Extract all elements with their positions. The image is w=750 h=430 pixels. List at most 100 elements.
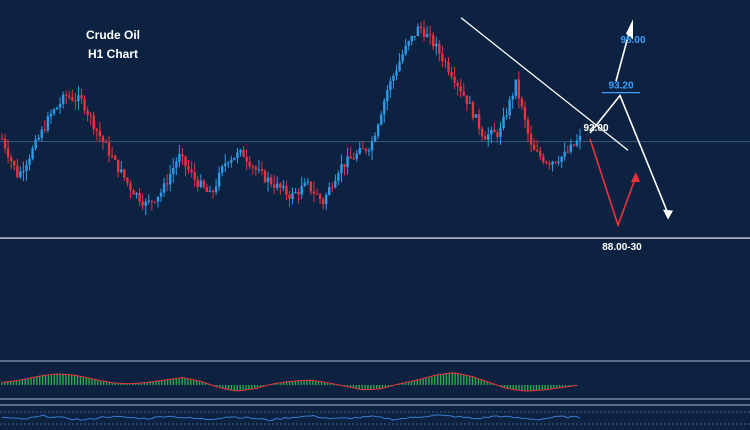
candle-body xyxy=(37,137,40,140)
candle-body xyxy=(138,193,141,202)
candle-body xyxy=(575,140,579,146)
candle-body xyxy=(153,201,157,203)
candle-body xyxy=(343,164,346,168)
candle-body xyxy=(312,191,316,194)
candle-body xyxy=(493,129,496,133)
candle-body xyxy=(211,190,215,193)
candle-body xyxy=(349,156,352,159)
candle-body xyxy=(520,98,524,107)
forecast-main-arrowhead xyxy=(663,209,673,220)
candle-body xyxy=(468,102,472,104)
candle-body xyxy=(511,95,514,100)
candle-body xyxy=(352,158,355,160)
candle-body xyxy=(578,135,582,141)
candle-body xyxy=(266,177,270,182)
candle-body xyxy=(25,164,28,172)
candle-body xyxy=(126,177,129,183)
candle-body xyxy=(294,191,297,193)
candle-body xyxy=(22,171,25,173)
level-label-93-20: 93.20 xyxy=(608,81,633,92)
candle-body xyxy=(31,148,34,159)
candle-body xyxy=(214,186,218,193)
candle-body xyxy=(65,94,68,96)
candle-body xyxy=(364,148,368,151)
candle-body xyxy=(367,150,371,152)
candle-body xyxy=(407,41,410,46)
forecast-path-alt xyxy=(589,138,636,228)
candle-body xyxy=(539,151,542,157)
candle-body xyxy=(98,130,102,137)
candle-body xyxy=(447,61,450,72)
candle-body xyxy=(441,53,444,61)
candle-body xyxy=(141,201,144,206)
candle-body xyxy=(477,114,481,129)
candle-body xyxy=(328,187,331,195)
candle-body xyxy=(6,148,10,158)
forecast-alt-arrowhead xyxy=(631,172,640,183)
candle-body xyxy=(46,116,50,131)
candle-body xyxy=(514,79,517,96)
candle-body xyxy=(425,33,429,38)
candle-body xyxy=(542,156,545,163)
candle-body xyxy=(224,163,227,167)
candle-body xyxy=(392,75,395,81)
candle-body xyxy=(190,169,193,173)
candle-body xyxy=(432,35,435,47)
chart-title: Crude Oil xyxy=(85,28,140,42)
candle-body xyxy=(410,36,413,42)
candle-body xyxy=(557,162,560,164)
candle-body xyxy=(340,164,343,174)
candle-body xyxy=(480,128,484,137)
candle-body xyxy=(502,116,505,129)
candle-body xyxy=(413,35,417,37)
candle-body xyxy=(239,149,242,153)
candle-body xyxy=(269,177,273,185)
candle-body xyxy=(184,156,187,167)
candle-body xyxy=(43,129,47,131)
candle-body xyxy=(416,26,420,36)
candle-body xyxy=(361,148,365,150)
candle-body xyxy=(465,95,469,104)
candle-body xyxy=(523,106,527,120)
forecast-path-main xyxy=(589,93,669,214)
candle-body xyxy=(331,187,334,189)
candle-body xyxy=(86,110,89,115)
candle-body xyxy=(95,128,99,131)
candle-body xyxy=(337,173,340,181)
candle-body xyxy=(358,148,362,154)
candle-body xyxy=(227,162,230,164)
candle-body xyxy=(529,133,533,145)
forecast-target-arrowhead xyxy=(626,19,633,40)
candle-body xyxy=(508,99,511,116)
candle-body xyxy=(242,149,245,157)
candle-body xyxy=(297,191,300,195)
candle-body xyxy=(263,170,267,182)
candle-body xyxy=(548,163,551,165)
candle-body xyxy=(376,124,380,136)
candle-body xyxy=(383,101,386,115)
candle-body xyxy=(490,129,493,135)
candle-body xyxy=(162,183,166,193)
candle-body xyxy=(74,100,77,102)
candle-body xyxy=(487,134,490,140)
candle-body xyxy=(193,172,196,180)
candle-body xyxy=(107,142,111,156)
candle-body xyxy=(13,161,16,166)
candle-body xyxy=(80,95,83,99)
candle-body xyxy=(28,158,31,165)
candle-body xyxy=(545,162,548,164)
candle-body xyxy=(569,144,573,152)
candle-body xyxy=(52,109,56,114)
descending-trendline xyxy=(460,17,629,151)
candle-body xyxy=(220,166,224,173)
candle-body xyxy=(285,186,288,195)
candle-body xyxy=(422,28,426,38)
level-label-95: 95.00 xyxy=(620,35,645,46)
candle-body xyxy=(398,61,401,71)
candle-body xyxy=(459,85,462,92)
candle-body xyxy=(159,192,163,197)
candle-body xyxy=(435,43,438,47)
candle-body xyxy=(55,107,59,110)
candle-body xyxy=(178,154,181,162)
